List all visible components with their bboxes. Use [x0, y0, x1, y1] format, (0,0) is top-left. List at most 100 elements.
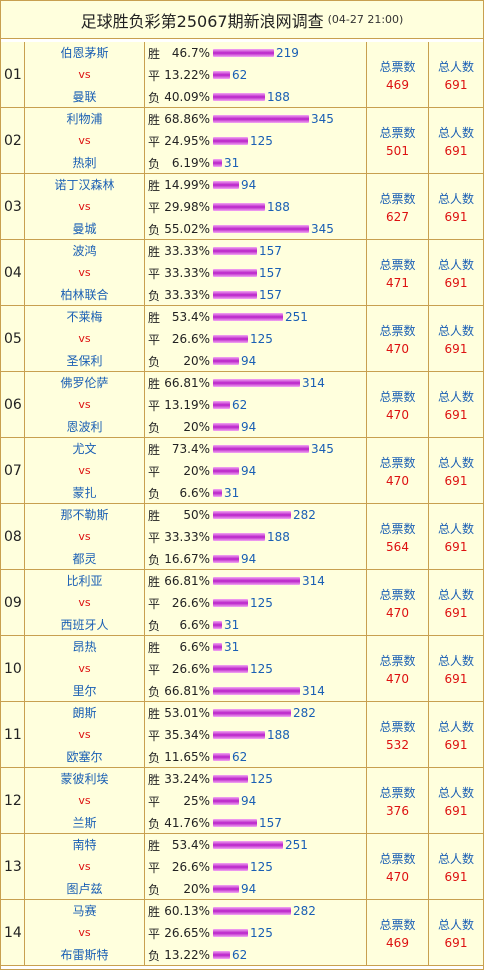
away-team[interactable]: 圣保利: [66, 354, 103, 368]
bet-lose-label: 负: [148, 618, 161, 633]
bet-lose: 负 41.76% 157: [145, 812, 366, 834]
home-team[interactable]: 蒙彼利埃: [60, 772, 109, 786]
match-index: 08: [1, 504, 25, 570]
bet-lose-count: 62: [232, 750, 248, 764]
match-row: 06 佛罗伦萨 vs 恩波利 胜 66.81% 314 平 13.19% 62: [1, 372, 483, 438]
bet-win-pct: 14.99%: [164, 178, 210, 192]
home-team[interactable]: 尤文: [72, 442, 97, 456]
home-team[interactable]: 利物浦: [66, 112, 103, 126]
total-people: 总人数 691: [429, 42, 483, 108]
away-team[interactable]: 里尔: [72, 684, 97, 698]
total-people: 总人数 691: [429, 240, 483, 306]
bet-lose-pct: 66.81%: [164, 684, 210, 698]
teams: 利物浦 vs 热刺: [25, 108, 145, 174]
bet-draw: 平 26.6% 125: [145, 328, 366, 350]
home-team[interactable]: 比利亚: [66, 574, 103, 588]
total-votes-value: 376: [386, 804, 409, 818]
total-people: 总人数 691: [429, 702, 483, 768]
total-people-label: 总人数: [437, 720, 474, 734]
away-team[interactable]: 欧塞尔: [66, 750, 103, 764]
home-team[interactable]: 伯恩茅斯: [60, 46, 109, 60]
bet-lose-bar: [213, 819, 257, 827]
away-team[interactable]: 图卢兹: [66, 882, 103, 896]
match-list: 01 伯恩茅斯 vs 曼联 胜 46.7% 219 平 13.22% 62: [1, 42, 483, 966]
bet-draw-count: 188: [267, 728, 290, 742]
bet-win: 胜 53.4% 251: [145, 306, 366, 328]
total-votes-value: 470: [386, 408, 409, 422]
bet-draw-count: 62: [232, 398, 248, 412]
away-team[interactable]: 蒙扎: [72, 486, 97, 500]
match-index: 02: [1, 108, 25, 174]
bet-draw-bar: [213, 797, 239, 805]
bet-distribution: 胜 53.01% 282 平 35.34% 188 负 11.65% 62: [145, 702, 367, 768]
away-team[interactable]: 恩波利: [66, 420, 103, 434]
total-votes: 总票数 470: [367, 372, 429, 438]
bet-distribution: 胜 14.99% 94 平 29.98% 188 负 55.02% 345: [145, 174, 367, 240]
vs-label: vs: [78, 728, 91, 741]
vs-label: vs: [78, 662, 91, 675]
bet-lose-label: 负: [148, 948, 161, 963]
bet-lose-count: 94: [241, 354, 257, 368]
total-people: 总人数 691: [429, 438, 483, 504]
match-row: 14 马赛 vs 布雷斯特 胜 60.13% 282 平 26.65% 125: [1, 900, 483, 966]
bet-win-label: 胜: [148, 178, 161, 193]
bet-win: 胜 33.24% 125: [145, 768, 366, 790]
away-team[interactable]: 柏林联合: [60, 288, 109, 302]
home-team[interactable]: 诺丁汉森林: [54, 178, 115, 192]
away-team[interactable]: 热刺: [72, 156, 97, 170]
away-team[interactable]: 兰斯: [72, 816, 97, 830]
total-votes: 总票数 471: [367, 240, 429, 306]
bet-lose-pct: 13.22%: [164, 948, 210, 962]
bet-draw-bar: [213, 401, 230, 409]
bet-win-bar: [213, 247, 257, 255]
bet-win-count: 94: [241, 178, 257, 192]
home-team[interactable]: 那不勒斯: [60, 508, 109, 522]
home-team[interactable]: 佛罗伦萨: [60, 376, 109, 390]
bet-lose-label: 负: [148, 816, 161, 831]
bet-draw-bar: [213, 929, 248, 937]
away-team[interactable]: 都灵: [72, 552, 97, 566]
bet-win: 胜 46.7% 219: [145, 42, 366, 64]
bet-win-label: 胜: [148, 112, 161, 127]
away-team[interactable]: 曼联: [72, 90, 97, 104]
bet-lose-bar: [213, 951, 230, 959]
teams: 昂热 vs 里尔: [25, 636, 145, 702]
bet-draw-pct: 29.98%: [164, 200, 210, 214]
away-team[interactable]: 曼城: [72, 222, 97, 236]
bet-win-label: 胜: [148, 244, 161, 259]
vs-label: vs: [78, 200, 91, 213]
bet-win-label: 胜: [148, 640, 161, 655]
away-team[interactable]: 西班牙人: [60, 618, 109, 632]
home-team[interactable]: 波鸿: [72, 244, 97, 258]
home-team[interactable]: 马赛: [72, 904, 97, 918]
bet-draw-count: 188: [267, 530, 290, 544]
total-people-value: 691: [444, 870, 468, 884]
bet-win-bar: [213, 511, 291, 519]
bet-lose-count: 94: [241, 420, 257, 434]
bet-draw-pct: 13.22%: [164, 68, 210, 82]
bet-draw-count: 125: [250, 596, 273, 610]
bet-lose: 负 13.22% 62: [145, 944, 366, 966]
bet-draw-pct: 20%: [183, 464, 210, 478]
bet-win-pct: 60.13%: [164, 904, 210, 918]
bet-win-count: 125: [250, 772, 273, 786]
home-team[interactable]: 不莱梅: [66, 310, 103, 324]
home-team[interactable]: 昂热: [72, 640, 97, 654]
home-team[interactable]: 朗斯: [72, 706, 97, 720]
bet-draw-pct: 13.19%: [164, 398, 210, 412]
bet-lose-count: 94: [241, 882, 257, 896]
bet-win-count: 157: [259, 244, 282, 258]
match-row: 11 朗斯 vs 欧塞尔 胜 53.01% 282 平 35.34% 188: [1, 702, 483, 768]
bet-distribution: 胜 66.81% 314 平 26.6% 125 负 6.6% 31: [145, 570, 367, 636]
bet-win: 胜 73.4% 345: [145, 438, 366, 460]
total-votes-value: 627: [386, 210, 409, 224]
bet-distribution: 胜 50% 282 平 33.33% 188 负 16.67% 94: [145, 504, 367, 570]
total-people-value: 691: [444, 78, 468, 92]
home-team[interactable]: 南特: [72, 838, 97, 852]
total-people-label: 总人数: [437, 654, 474, 668]
away-team[interactable]: 布雷斯特: [60, 948, 109, 962]
bet-win-pct: 68.86%: [164, 112, 210, 126]
bet-draw: 平 13.22% 62: [145, 64, 366, 86]
bet-win-label: 胜: [148, 706, 161, 721]
bet-draw-pct: 26.6%: [171, 662, 210, 676]
